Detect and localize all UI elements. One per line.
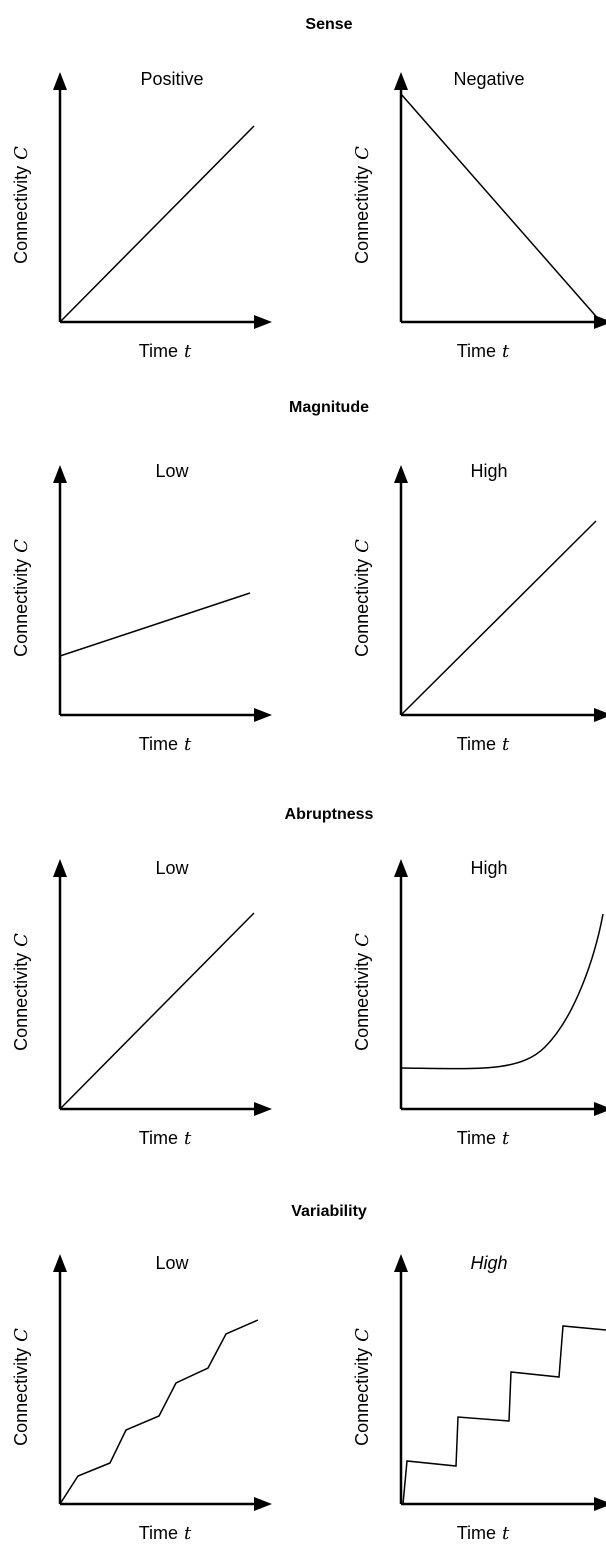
x-axis-symbol: t bbox=[184, 341, 192, 362]
y-axis-label: Connectivity C bbox=[352, 146, 373, 264]
y-axis-text: Connectivity bbox=[352, 953, 372, 1051]
x-axis-text: Time bbox=[139, 341, 178, 361]
curve bbox=[59, 1319, 259, 1505]
panel-label: Positive bbox=[140, 69, 203, 89]
y-axis-text: Connectivity bbox=[352, 559, 372, 657]
x-axis-symbol: t bbox=[184, 1128, 192, 1149]
arrow bbox=[594, 1102, 606, 1116]
arrow bbox=[394, 465, 408, 483]
y-axis-label: Connectivity C bbox=[11, 933, 32, 1051]
y-axis-symbol: C bbox=[11, 933, 32, 947]
y-axis-label: Connectivity C bbox=[352, 933, 373, 1051]
x-axis-label: Time t bbox=[457, 341, 510, 362]
x-axis-text: Time bbox=[457, 734, 496, 754]
x-axis-symbol: t bbox=[502, 734, 510, 755]
y-axis-symbol: C bbox=[11, 539, 32, 553]
x-axis-symbol: t bbox=[184, 1523, 192, 1544]
x-axis-symbol: t bbox=[502, 1128, 510, 1149]
arrow bbox=[254, 708, 272, 722]
y-axis-symbol: C bbox=[11, 1328, 32, 1342]
panel-label: High bbox=[470, 858, 507, 878]
curve bbox=[400, 913, 604, 1070]
curve bbox=[400, 520, 597, 716]
x-axis-symbol: t bbox=[184, 734, 192, 755]
y-axis-text: Connectivity bbox=[352, 166, 372, 264]
y-axis-label: Connectivity C bbox=[11, 1328, 32, 1446]
x-axis-text: Time bbox=[139, 734, 178, 754]
curve bbox=[59, 912, 255, 1110]
y-axis-symbol: C bbox=[352, 539, 373, 553]
arrow bbox=[394, 859, 408, 877]
curve bbox=[59, 592, 251, 657]
panel-label: High bbox=[470, 1253, 507, 1273]
x-axis-text: Time bbox=[457, 1523, 496, 1543]
arrow bbox=[594, 708, 606, 722]
y-axis-symbol: C bbox=[352, 146, 373, 160]
section-title: Variability bbox=[291, 1203, 367, 1220]
arrow bbox=[53, 859, 67, 877]
x-axis-text: Time bbox=[457, 341, 496, 361]
panel-label: High bbox=[470, 461, 507, 481]
panel-label: Low bbox=[155, 858, 189, 878]
y-axis-label: Connectivity C bbox=[352, 539, 373, 657]
curve bbox=[59, 125, 255, 323]
x-axis-label: Time t bbox=[139, 1523, 192, 1544]
x-axis-label: Time t bbox=[457, 1523, 510, 1544]
x-axis-label: Time t bbox=[457, 1128, 510, 1149]
arrow bbox=[53, 1254, 67, 1272]
section-title: Abruptness bbox=[285, 806, 374, 823]
curve bbox=[402, 1325, 606, 1505]
y-axis-label: Connectivity C bbox=[11, 146, 32, 264]
y-axis-symbol: C bbox=[11, 146, 32, 160]
arrow bbox=[594, 1497, 606, 1511]
panel-label: Low bbox=[155, 461, 189, 481]
x-axis-symbol: t bbox=[502, 1523, 510, 1544]
arrow bbox=[394, 1254, 408, 1272]
y-axis-text: Connectivity bbox=[11, 559, 31, 657]
x-axis-text: Time bbox=[457, 1128, 496, 1148]
y-axis-text: Connectivity bbox=[11, 1348, 31, 1446]
arrow bbox=[53, 72, 67, 90]
y-axis-text: Connectivity bbox=[352, 1348, 372, 1446]
arrow bbox=[254, 315, 272, 329]
x-axis-text: Time bbox=[139, 1523, 178, 1543]
panel-label: Low bbox=[155, 1253, 189, 1273]
panel-label: Negative bbox=[453, 69, 524, 89]
y-axis-label: Connectivity C bbox=[352, 1328, 373, 1446]
x-axis-symbol: t bbox=[502, 341, 510, 362]
y-axis-label: Connectivity C bbox=[11, 539, 32, 657]
curve bbox=[400, 93, 602, 323]
y-axis-symbol: C bbox=[352, 933, 373, 947]
section-title: Sense bbox=[305, 16, 352, 33]
x-axis-text: Time bbox=[139, 1128, 178, 1148]
section-title: Magnitude bbox=[289, 399, 369, 416]
y-axis-text: Connectivity bbox=[11, 953, 31, 1051]
y-axis-symbol: C bbox=[352, 1328, 373, 1342]
x-axis-label: Time t bbox=[139, 1128, 192, 1149]
x-axis-label: Time t bbox=[457, 734, 510, 755]
arrow bbox=[594, 315, 606, 329]
x-axis-label: Time t bbox=[139, 734, 192, 755]
arrow bbox=[254, 1497, 272, 1511]
arrow bbox=[53, 465, 67, 483]
x-axis-label: Time t bbox=[139, 341, 192, 362]
y-axis-text: Connectivity bbox=[11, 166, 31, 264]
arrow bbox=[394, 72, 408, 90]
arrow bbox=[254, 1102, 272, 1116]
